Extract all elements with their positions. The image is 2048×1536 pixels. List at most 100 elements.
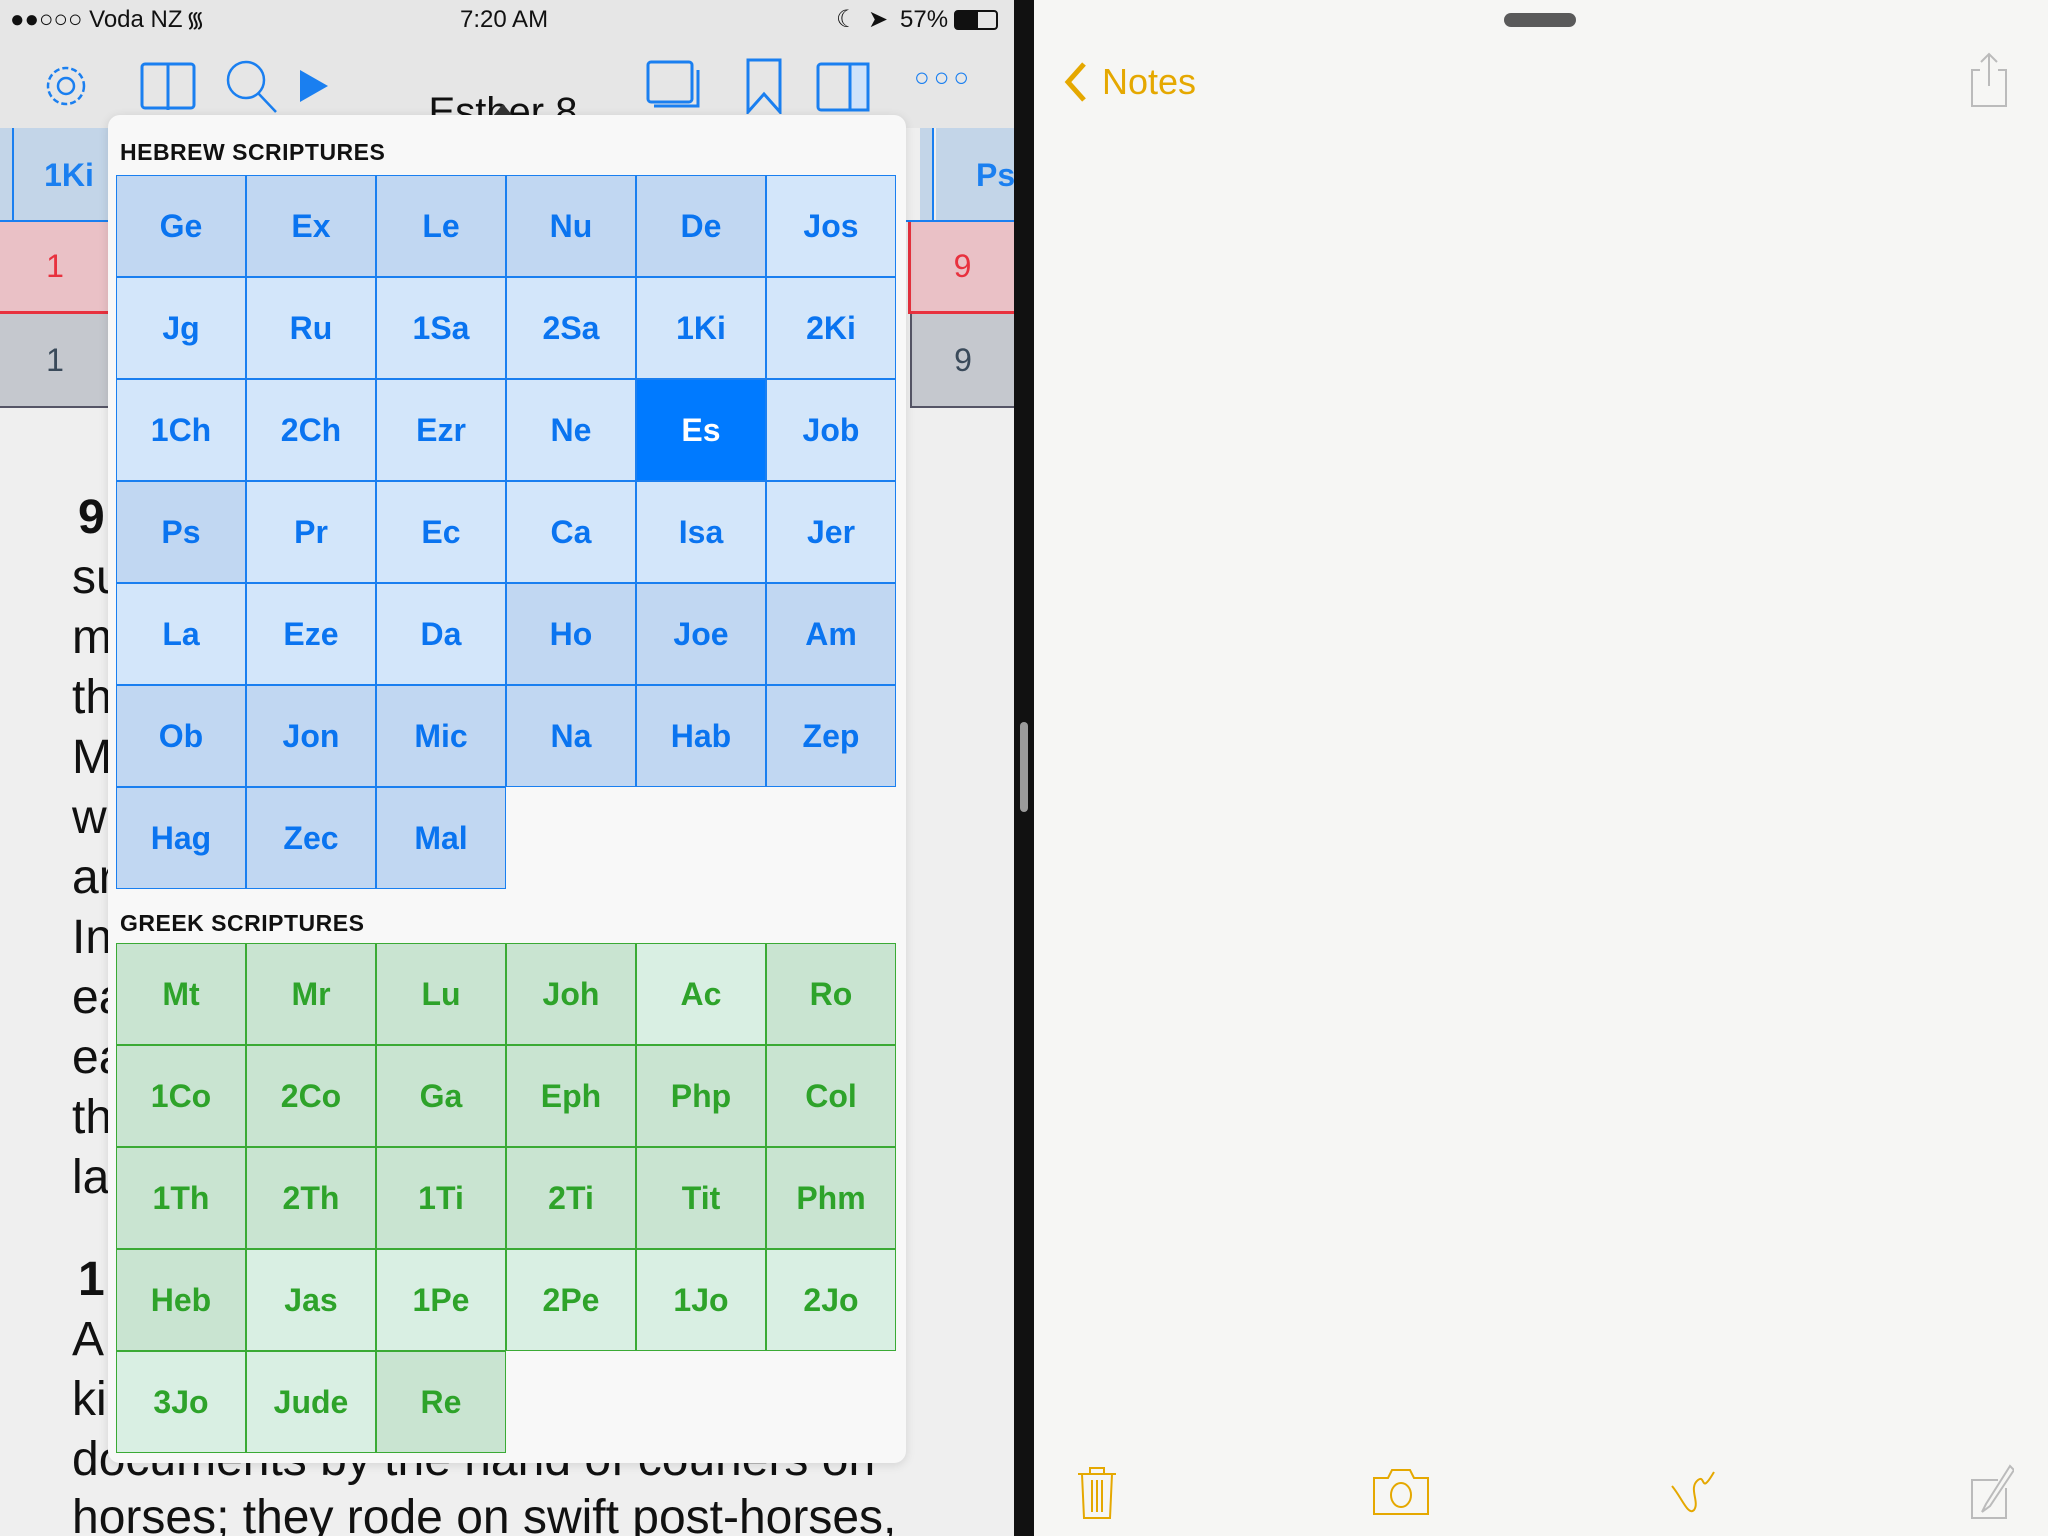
book-cell-ex[interactable]: Ex xyxy=(246,175,376,277)
trash-icon[interactable] xyxy=(1076,1464,1118,1520)
book-cell-php[interactable]: Php xyxy=(636,1045,766,1147)
book-cell-mic[interactable]: Mic xyxy=(376,685,506,787)
book-cell-es[interactable]: Es xyxy=(636,379,766,481)
text-line: In xyxy=(72,911,113,964)
back-button[interactable]: Notes xyxy=(1062,60,1196,104)
book-cell-jas[interactable]: Jas xyxy=(246,1249,376,1351)
book-cell-ru[interactable]: Ru xyxy=(246,277,376,379)
windows-icon[interactable] xyxy=(646,58,702,114)
text-line: 1 xyxy=(78,1253,105,1306)
book-tab-right[interactable]: Ps xyxy=(936,128,1014,222)
book-cell-jon[interactable]: Jon xyxy=(246,685,376,787)
book-cell-2co[interactable]: 2Co xyxy=(246,1045,376,1147)
sketch-icon[interactable] xyxy=(1670,1468,1718,1516)
book-cell-le[interactable]: Le xyxy=(376,175,506,277)
book-cell-ac[interactable]: Ac xyxy=(636,943,766,1045)
book-cell-zep[interactable]: Zep xyxy=(766,685,896,787)
book-cell-2th[interactable]: 2Th xyxy=(246,1147,376,1249)
search-icon[interactable] xyxy=(224,58,280,114)
book-cell-jer[interactable]: Jer xyxy=(766,481,896,583)
book-cell-heb[interactable]: Heb xyxy=(116,1249,246,1351)
book-cell-2sa[interactable]: 2Sa xyxy=(506,277,636,379)
book-cell-ne[interactable]: Ne xyxy=(506,379,636,481)
book-cell-tit[interactable]: Tit xyxy=(636,1147,766,1249)
text-line: M xyxy=(72,731,112,784)
book-cell-1jo[interactable]: 1Jo xyxy=(636,1249,766,1351)
book-cell-na[interactable]: Na xyxy=(506,685,636,787)
book-cell-nu[interactable]: Nu xyxy=(506,175,636,277)
book-cell-re[interactable]: Re xyxy=(376,1351,506,1453)
book-cell-phm[interactable]: Phm xyxy=(766,1147,896,1249)
book-cell-eph[interactable]: Eph xyxy=(506,1045,636,1147)
book-cell-mal[interactable]: Mal xyxy=(376,787,506,889)
book-cell-job[interactable]: Job xyxy=(766,379,896,481)
text-line: th xyxy=(72,1091,113,1144)
clock: 7:20 AM xyxy=(460,6,549,33)
camera-icon[interactable] xyxy=(1372,1468,1430,1516)
book-cell-ps[interactable]: Ps xyxy=(116,481,246,583)
book-cell-ro[interactable]: Ro xyxy=(766,943,896,1045)
share-icon[interactable] xyxy=(1968,52,2010,108)
book-cell-eze[interactable]: Eze xyxy=(246,583,376,685)
book-cell-ho[interactable]: Ho xyxy=(506,583,636,685)
book-tab-edge xyxy=(0,128,14,222)
book-cell-2ti[interactable]: 2Ti xyxy=(506,1147,636,1249)
wifi-icon: ᯾ xyxy=(186,7,205,32)
book-cell-ca[interactable]: Ca xyxy=(506,481,636,583)
book-cell-mr[interactable]: Mr xyxy=(246,943,376,1045)
book-cell-la[interactable]: La xyxy=(116,583,246,685)
book-cell-jude[interactable]: Jude xyxy=(246,1351,376,1453)
book-cell-ga[interactable]: Ga xyxy=(376,1045,506,1147)
book-cell-am[interactable]: Am xyxy=(766,583,896,685)
verse-tab-right[interactable]: 9 xyxy=(910,314,1014,408)
book-cell-isa[interactable]: Isa xyxy=(636,481,766,583)
book-cell-2pe[interactable]: 2Pe xyxy=(506,1249,636,1351)
divider-handle[interactable] xyxy=(1020,722,1028,812)
book-cell-mt[interactable]: Mt xyxy=(116,943,246,1045)
toolbar: Esther 8 ○○○ xyxy=(0,40,1014,134)
book-cell-2jo[interactable]: 2Jo xyxy=(766,1249,896,1351)
book-cell-col[interactable]: Col xyxy=(766,1045,896,1147)
verse-tab-left[interactable]: 1 xyxy=(0,314,110,408)
text-line: ar xyxy=(72,851,115,904)
chapter-tab-left[interactable]: 1 xyxy=(0,222,110,314)
split-handle[interactable] xyxy=(1504,13,1576,27)
book-cell-da[interactable]: Da xyxy=(376,583,506,685)
book-cell-lu[interactable]: Lu xyxy=(376,943,506,1045)
book-cell-ge[interactable]: Ge xyxy=(116,175,246,277)
bookmark-icon[interactable] xyxy=(736,58,792,114)
book-tab-left[interactable]: 1Ki xyxy=(14,128,124,222)
book-cell-1ki[interactable]: 1Ki xyxy=(636,277,766,379)
book-cell-joe[interactable]: Joe xyxy=(636,583,766,685)
book-cell-hag[interactable]: Hag xyxy=(116,787,246,889)
book-cell-1sa[interactable]: 1Sa xyxy=(376,277,506,379)
split-view-divider[interactable] xyxy=(1014,0,1034,1536)
book-cell-zec[interactable]: Zec xyxy=(246,787,376,889)
book-cell-3jo[interactable]: 3Jo xyxy=(116,1351,246,1453)
book-cell-1th[interactable]: 1Th xyxy=(116,1147,246,1249)
book-cell-jg[interactable]: Jg xyxy=(116,277,246,379)
book-cell-de[interactable]: De xyxy=(636,175,766,277)
book-cell-1pe[interactable]: 1Pe xyxy=(376,1249,506,1351)
book-cell-pr[interactable]: Pr xyxy=(246,481,376,583)
popover-caret xyxy=(493,104,513,116)
book-cell-1ti[interactable]: 1Ti xyxy=(376,1147,506,1249)
play-icon[interactable] xyxy=(296,58,352,114)
book-cell-hab[interactable]: Hab xyxy=(636,685,766,787)
book-cell-1co[interactable]: 1Co xyxy=(116,1045,246,1147)
chapter-tab-right[interactable]: 9 xyxy=(908,222,1014,314)
more-button[interactable]: ○○○ xyxy=(914,62,974,92)
compose-icon[interactable] xyxy=(1968,1464,2014,1520)
book-cell-2ki[interactable]: 2Ki xyxy=(766,277,896,379)
book-icon[interactable] xyxy=(140,58,196,114)
book-cell-1ch[interactable]: 1Ch xyxy=(116,379,246,481)
sidebar-icon[interactable] xyxy=(816,58,872,114)
book-cell-ezr[interactable]: Ezr xyxy=(376,379,506,481)
text-line: ki xyxy=(72,1373,107,1426)
book-cell-joh[interactable]: Joh xyxy=(506,943,636,1045)
book-cell-ob[interactable]: Ob xyxy=(116,685,246,787)
book-cell-jos[interactable]: Jos xyxy=(766,175,896,277)
book-cell-2ch[interactable]: 2Ch xyxy=(246,379,376,481)
book-cell-ec[interactable]: Ec xyxy=(376,481,506,583)
gear-icon[interactable] xyxy=(38,58,94,114)
